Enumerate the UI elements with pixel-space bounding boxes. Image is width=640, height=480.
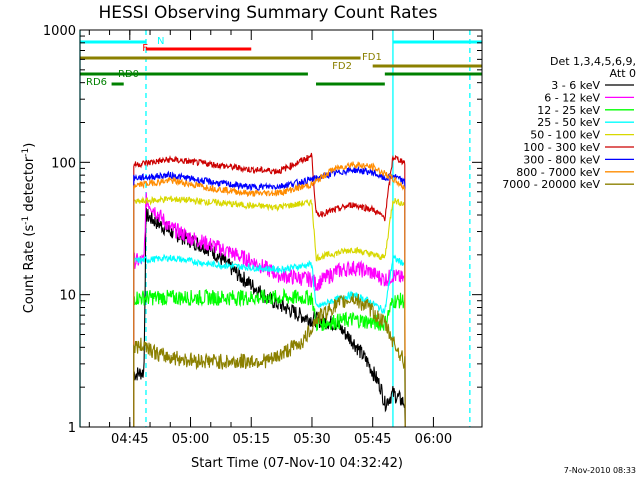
timestamp: 7-Nov-2010 08:33 [564, 466, 636, 475]
flag-rd0-label: RD0 [118, 69, 139, 80]
y-tick-label-2: 100 [51, 156, 76, 171]
legend-label-6: 300 - 800 keV [523, 153, 600, 166]
chart-title: HESSI Observing Summary Count Rates [98, 3, 437, 23]
y-axis-label-end: ) [22, 143, 37, 148]
y-tick-label-1: 10 [59, 289, 76, 304]
y-tick-label-3: 1000 [43, 24, 76, 39]
series-line-3 [133, 253, 406, 428]
y-axis-label-mid: detector [22, 156, 37, 216]
x-tick-label-1: 05:00 [172, 432, 209, 447]
legend-label-2: 12 - 25 keV [537, 104, 600, 117]
series-line-7 [133, 161, 406, 428]
flag-bars: NF FD1 FD2 RD0 RD6 [80, 36, 482, 88]
y-tick-label-0: 1 [68, 421, 76, 436]
legend-header-line1: Det 1,3,4,5,6,9, [550, 55, 636, 68]
legend-label-0: 3 - 6 keV [551, 79, 600, 92]
orbit-markers [79, 30, 471, 427]
x-tick-label-3: 05:30 [293, 432, 330, 447]
series-line-5 [133, 152, 406, 428]
legend-label-5: 100 - 300 keV [523, 141, 600, 154]
axes: 04:45 05:00 05:15 05:30 05:45 06:00 1 10 100 1000 [43, 24, 482, 447]
y-axis-label-main: Count Rate (s [22, 225, 37, 314]
x-tick-label-4: 05:45 [354, 432, 391, 447]
legend-label-8: 7000 - 20000 keV [502, 178, 600, 191]
series-line-8 [133, 293, 406, 428]
y-axis-label: Count Rate (s-1 detector-1) [21, 143, 37, 314]
legend-label-4: 50 - 100 keV [530, 129, 600, 142]
flag-fd2-label: FD2 [332, 61, 352, 72]
y-axis-label-sup1: -1 [21, 216, 31, 225]
flag-f-label: F [142, 43, 148, 54]
x-axis-label: Start Time (07-Nov-10 04:32:42) [191, 456, 403, 471]
x-tick-label-5: 06:00 [415, 432, 452, 447]
legend-label-1: 6 - 12 keV [544, 91, 600, 104]
flag-n-label: N [157, 36, 164, 47]
legend-label-3: 25 - 50 keV [537, 116, 600, 129]
legend-header-line2: Att 0 [610, 67, 636, 80]
series-line-6 [133, 165, 406, 428]
plot-frame [79, 29, 483, 428]
series-line-4 [133, 195, 406, 428]
x-tick-label-0: 04:45 [111, 432, 148, 447]
series-lines [133, 152, 406, 428]
flag-rd6-label: RD6 [86, 77, 107, 88]
legend-label-7: 800 - 7000 keV [516, 166, 600, 179]
x-tick-label-2: 05:15 [233, 432, 270, 447]
flag-fd1-label: FD1 [362, 52, 382, 63]
y-axis-label-sup2: -1 [21, 148, 31, 157]
series-line-1 [133, 192, 406, 428]
series-line-2 [133, 287, 406, 428]
